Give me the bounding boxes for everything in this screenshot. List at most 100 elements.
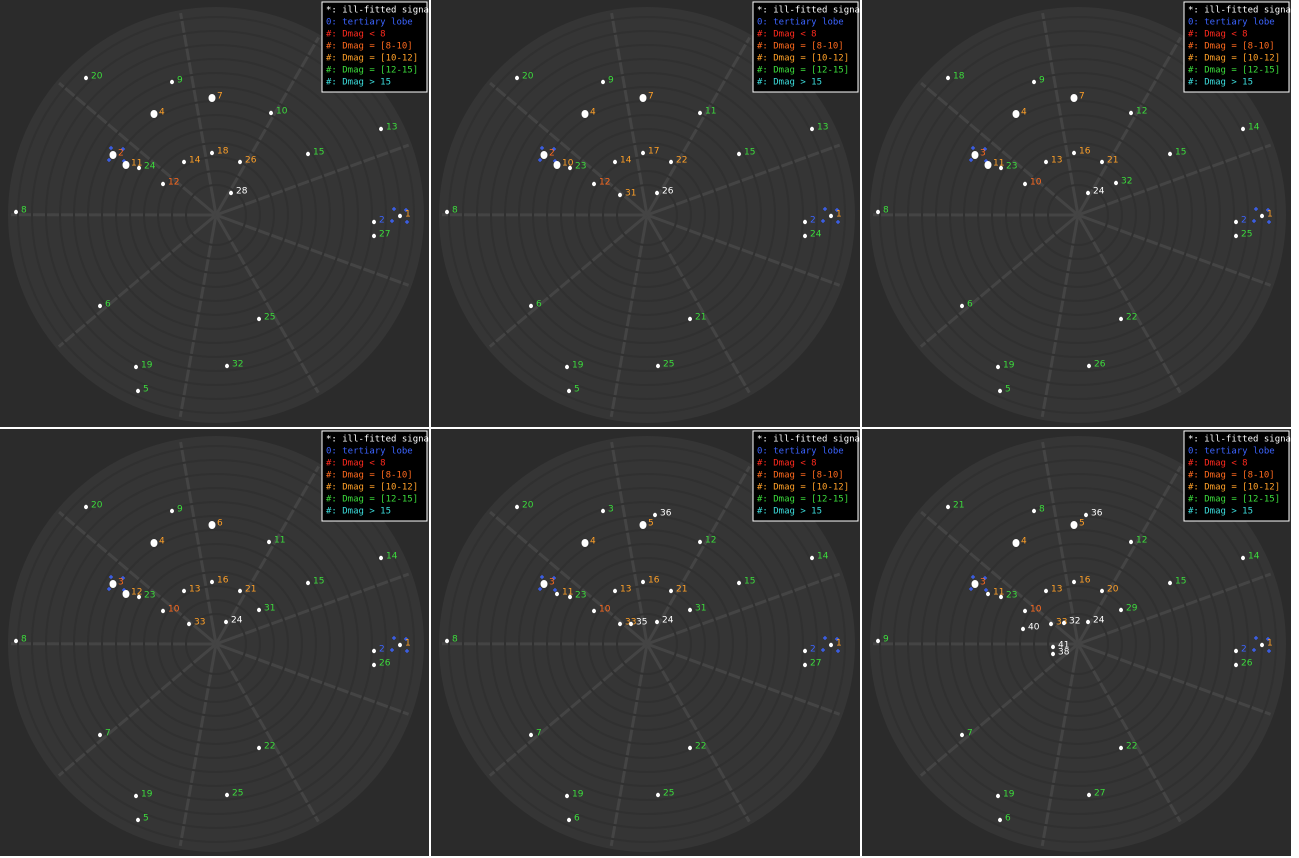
source-dot [984, 161, 992, 169]
source-label: 1 [836, 639, 842, 649]
source-label: 12 [1136, 536, 1147, 546]
legend-entry: *: ill-fitted signal [757, 6, 865, 16]
source-dot [515, 504, 519, 510]
source-label: 2 [379, 645, 385, 655]
source-dot [1012, 110, 1020, 118]
legend-box [1183, 430, 1290, 522]
source-dot [257, 745, 261, 751]
lobe-marker [1267, 220, 1271, 224]
ripple [115, 543, 317, 745]
source-label: 5 [143, 814, 149, 824]
source-label: 6 [105, 300, 111, 310]
source-label: 33 [1056, 618, 1067, 628]
source-label: 21 [1107, 156, 1118, 166]
ripple [129, 557, 303, 731]
source-dot [1260, 642, 1264, 648]
lobe-marker [821, 219, 825, 223]
legend-entry: #: Dmag < 8 [326, 459, 386, 469]
lobe-marker [404, 208, 408, 212]
source-label: 6 [217, 519, 223, 529]
source-label: 22 [1126, 742, 1137, 752]
source-dot [639, 521, 647, 529]
legend-entry: #: Dmag > 15 [326, 78, 391, 88]
ripple [59, 58, 373, 372]
source-dot [1234, 233, 1238, 239]
source-dot [803, 219, 807, 225]
source-label: 7 [105, 729, 111, 739]
source-dot [567, 817, 571, 823]
source-label: 11 [993, 159, 1004, 169]
source-label: 25 [1241, 230, 1252, 240]
source-dot [1241, 555, 1245, 561]
source-dot [306, 580, 310, 586]
lobe-marker [404, 637, 408, 641]
source-dot [669, 159, 673, 165]
source-label: 25 [232, 789, 243, 799]
source-label: 25 [663, 789, 674, 799]
source-label: 16 [1079, 576, 1091, 586]
source-label: 32 [232, 360, 243, 370]
lobe-marker [835, 637, 839, 641]
source-dot [208, 94, 216, 102]
legend-entry: #: Dmag > 15 [326, 507, 391, 517]
lobe-marker [971, 575, 975, 579]
legend-entry: #: Dmag = [8-10] [326, 471, 413, 481]
source-dot [1119, 316, 1123, 322]
ripple [532, 529, 762, 759]
lobe-marker [121, 147, 125, 151]
source-dot [639, 94, 647, 102]
source-dot [1087, 792, 1091, 798]
legend-entry: #: Dmag = [12-15] [1188, 66, 1280, 76]
source-dot [122, 590, 130, 598]
source-label: 11 [705, 107, 716, 117]
source-label: 4 [159, 108, 165, 118]
source-dot [698, 539, 702, 545]
legend-box [321, 1, 428, 93]
source-label: 26 [1241, 659, 1253, 669]
ripple [921, 487, 1235, 801]
source-dot [803, 648, 807, 654]
lobe-marker [390, 648, 394, 652]
source-dot [187, 621, 191, 627]
source-dot [653, 512, 657, 518]
lobe-marker [405, 649, 409, 653]
ripple [185, 613, 247, 675]
legend-box [752, 430, 859, 522]
source-label: 8 [883, 206, 889, 216]
source-dot [1260, 213, 1264, 219]
ripple [977, 114, 1179, 316]
source-label: 15 [1175, 577, 1186, 587]
source-dot [150, 110, 158, 118]
source-dot [971, 151, 979, 159]
source-dot [565, 793, 569, 799]
ripple [949, 86, 1207, 344]
source-label: 2 [549, 149, 555, 159]
source-dot [601, 508, 605, 514]
source-label: 2 [810, 645, 816, 655]
lobe-marker [1267, 649, 1271, 653]
lobe-marker [835, 208, 839, 212]
legend-entry: 0: tertiary lobe [1188, 18, 1275, 28]
source-label: 8 [1039, 505, 1045, 515]
source-label: 32 [1121, 177, 1132, 187]
source-dot [998, 388, 1002, 394]
lobe-marker [121, 576, 125, 580]
legend-entry: #: Dmag = [12-15] [326, 495, 418, 505]
source-label: 22 [1126, 313, 1137, 323]
source-dot [1062, 620, 1066, 626]
source-label: 24 [810, 230, 822, 240]
source-label: 24 [1093, 187, 1105, 197]
source-dot [372, 648, 376, 654]
lobe-marker [821, 648, 825, 652]
ripple [129, 128, 303, 302]
lobe-marker [1254, 207, 1258, 211]
lobe-marker [553, 588, 557, 592]
legend-entry: #: Dmag < 8 [1188, 459, 1248, 469]
panel: 2035364121431123131621151031333524812277… [431, 429, 865, 856]
legend-entry: #: Dmag = [8-10] [326, 42, 413, 52]
source-label: 1 [1267, 639, 1273, 649]
source-dot [208, 521, 216, 529]
source-label: 3 [980, 149, 986, 159]
legend-entry: #: Dmag = [12-15] [757, 66, 849, 76]
